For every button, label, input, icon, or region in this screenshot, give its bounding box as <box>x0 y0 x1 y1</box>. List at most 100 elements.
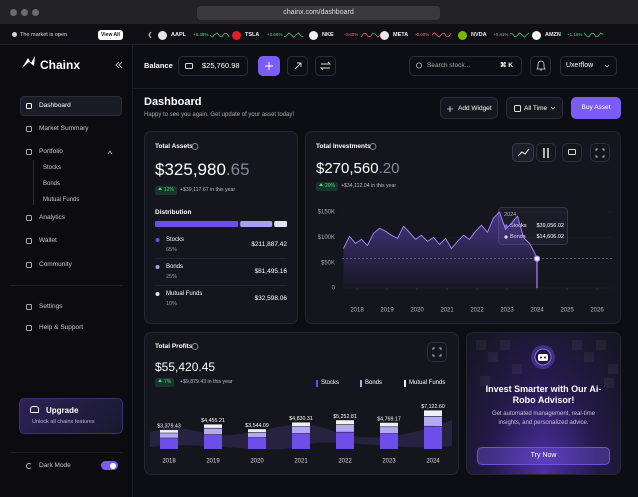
change-text: +$39,117.67 in this year <box>180 187 236 193</box>
value-main: $55,420.45 <box>155 360 216 374</box>
decor-square <box>608 364 618 374</box>
nav-icon <box>26 304 32 310</box>
nav-icon <box>26 149 32 155</box>
window-dot <box>10 9 17 16</box>
tooltip-value: $39,056.02 <box>536 223 564 229</box>
ticker-change: -0.60% <box>344 32 359 37</box>
change-badge: 7% <box>155 378 175 387</box>
nav-item[interactable]: Portfolio <box>39 148 63 155</box>
window-dot <box>21 9 28 16</box>
ticker-icon <box>232 30 241 40</box>
sidebar-divider <box>10 285 123 286</box>
try-now-button[interactable]: Try Now <box>477 447 610 465</box>
chart-type-candle[interactable] <box>536 143 556 162</box>
ticker-symbol: TSLA <box>245 32 260 38</box>
ticker-icon <box>309 30 318 40</box>
page-title: Dashboard <box>144 96 202 108</box>
url-bar[interactable]: chainx.com/dashboard <box>197 6 440 20</box>
subnav-item[interactable]: Bonds <box>43 181 61 187</box>
decor-square <box>500 340 510 350</box>
nav-icon <box>26 126 32 132</box>
total-profits-card <box>144 332 459 475</box>
change-text: +$34,112.04 in this year <box>341 183 397 189</box>
subnav-item[interactable]: Stocks <box>43 165 62 171</box>
nav-item[interactable]: Help & Support <box>39 324 84 331</box>
advisor-text: Get automated management, real-time insi… <box>491 411 596 426</box>
legend-label: Mutual Funds <box>409 380 446 386</box>
add-button[interactable] <box>258 56 280 76</box>
ticker-change: +1.16% <box>567 32 583 37</box>
status-icon <box>12 32 17 37</box>
legend-swatch <box>404 380 406 387</box>
ticker-icon <box>458 30 467 40</box>
add-widget-label: Add Widget <box>458 105 492 112</box>
value-display: $270,560.20 <box>316 160 399 178</box>
decor-square <box>512 364 522 374</box>
decor-square <box>584 352 594 362</box>
asset-amount: $32,598.06 <box>254 295 287 302</box>
subnav-line <box>33 160 34 205</box>
range-label: All Time <box>524 105 548 112</box>
decor-square <box>476 340 486 350</box>
change-badge: 20% <box>316 182 339 191</box>
toggle-knob <box>110 462 116 469</box>
ticker-change: -0.60% <box>415 32 430 37</box>
nav-item[interactable]: Settings <box>39 303 63 310</box>
search-box[interactable] <box>409 56 522 76</box>
dark-mode-label: Dark Mode <box>39 462 71 469</box>
value-display: $325,980.65 <box>155 160 250 180</box>
nav-icon <box>26 262 32 268</box>
swap-button[interactable] <box>315 56 336 76</box>
notification-button[interactable] <box>530 56 551 76</box>
range-select[interactable] <box>506 97 563 119</box>
ticker-symbol: META <box>393 32 409 38</box>
legend-label: Bonds <box>365 380 383 386</box>
nav-item[interactable]: Community <box>39 261 72 268</box>
nav-item[interactable]: Market Summary <box>39 125 89 132</box>
add-widget-button[interactable] <box>440 97 498 119</box>
calendar-icon <box>514 105 521 112</box>
tooltip-title: 2024 <box>504 212 517 218</box>
value-display: $55,420.45 <box>155 360 215 375</box>
moon-icon <box>26 463 32 469</box>
buy-asset-button[interactable]: Buy Asset <box>571 97 621 119</box>
topbar-divider <box>133 88 638 89</box>
asset-amount: $211,887.42 <box>251 241 287 248</box>
decor-square <box>480 376 490 386</box>
upgrade-text: Unlock all chainx features <box>32 419 95 425</box>
expand-button[interactable] <box>427 342 447 362</box>
view-all-button[interactable]: View All <box>98 30 123 40</box>
legend-label: Stocks <box>321 380 340 386</box>
tooltip-value: $14,606.02 <box>536 234 564 240</box>
nav-item[interactable]: Wallet <box>39 237 57 244</box>
value-main: $325,980 <box>155 160 226 179</box>
total-assets-card <box>144 131 298 324</box>
window-dot <box>32 9 39 16</box>
nav-item[interactable]: Analytics <box>39 214 66 221</box>
legend-swatch <box>360 380 362 387</box>
screenshot-button[interactable] <box>562 143 582 162</box>
nav-item[interactable]: Dashboard <box>39 102 71 109</box>
expand-button[interactable] <box>590 143 610 162</box>
value-cents: .65 <box>225 160 250 179</box>
dark-mode-toggle[interactable] <box>101 461 118 470</box>
nav-icon <box>26 215 32 221</box>
ticker-change: +0.41% <box>493 32 509 37</box>
upgrade-card[interactable] <box>19 398 123 434</box>
subnav-item[interactable]: Mutual Funds <box>43 197 80 203</box>
tooltip-name: Stocks <box>510 223 527 229</box>
nav-icon <box>26 325 32 331</box>
decor-square <box>596 340 606 350</box>
value-cents: .20 <box>378 160 400 177</box>
send-button[interactable] <box>287 56 308 76</box>
nav-icon <box>26 238 32 244</box>
decor-square <box>572 340 582 350</box>
user-menu[interactable] <box>560 56 617 76</box>
nav-icon <box>26 103 32 109</box>
chart-type-line[interactable] <box>512 143 534 162</box>
search-shortcut: ⌘ K <box>500 62 513 69</box>
change-badge: 12% <box>155 186 178 195</box>
balance-label: Balance <box>144 61 173 70</box>
ticker-icon <box>532 30 541 40</box>
ticker-change: +6.48% <box>193 32 209 37</box>
